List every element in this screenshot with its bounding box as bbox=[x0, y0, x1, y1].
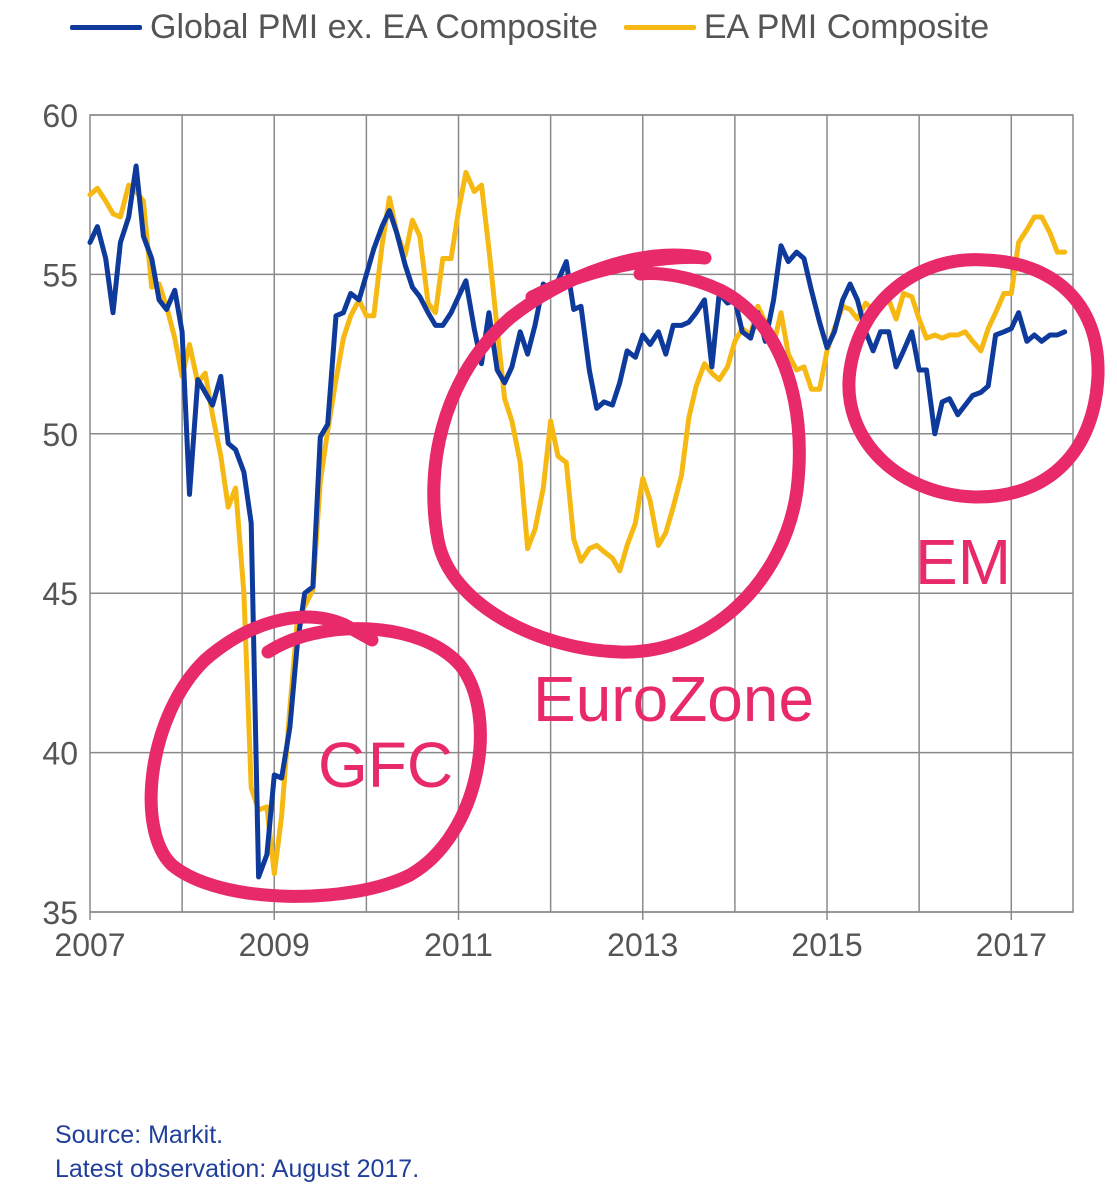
x-tick-label: 2013 bbox=[607, 927, 678, 963]
gfc-label: GFC bbox=[318, 729, 454, 801]
x-tick-label: 2009 bbox=[239, 927, 310, 963]
annotation-circles bbox=[144, 248, 1105, 903]
source-note: Source: Markit. Latest observation: Augu… bbox=[55, 1118, 419, 1186]
em-label: EM bbox=[915, 526, 1011, 598]
series-line-ea-pmi bbox=[87, 169, 1068, 877]
y-tick-label: 45 bbox=[42, 576, 78, 612]
data-series bbox=[87, 163, 1068, 880]
x-tick-label: 2011 bbox=[424, 927, 493, 963]
eurozone-label: EuroZone bbox=[533, 663, 815, 735]
y-tick-label: 35 bbox=[42, 895, 78, 931]
y-tick-label: 50 bbox=[42, 417, 78, 453]
legend-swatch-global-pmi bbox=[70, 25, 142, 30]
gfc-circle-annotation bbox=[144, 610, 487, 903]
axes: 35 40 45 50 55 60 2007 2009 2011 2013 2015 2017 bbox=[42, 98, 1046, 963]
x-tick-label: 2007 bbox=[54, 927, 125, 963]
legend-label-global-pmi: Global PMI ex. EA Composite bbox=[150, 8, 598, 46]
legend-label-ea-pmi: EA PMI Composite bbox=[703, 8, 990, 46]
x-tick-label: 2015 bbox=[791, 927, 862, 963]
legend-swatch-ea-pmi bbox=[623, 25, 696, 30]
x-tick-label: 2017 bbox=[976, 927, 1047, 963]
chart-legend: Global PMI ex. EA Composite EA PMI Compo… bbox=[70, 8, 989, 47]
series-line-global-pmi bbox=[87, 163, 1068, 880]
em-circle-annotation bbox=[842, 253, 1105, 504]
eurozone-circle-annotation bbox=[427, 248, 806, 659]
latest-observation-line: Latest observation: August 2017. bbox=[55, 1155, 420, 1183]
chart-plot: 35 40 45 50 55 60 2007 2009 2011 2013 2015 2017 bbox=[42, 98, 1105, 963]
y-tick-label: 55 bbox=[42, 257, 78, 293]
source-line: Source: Markit. bbox=[55, 1121, 224, 1149]
y-tick-label: 40 bbox=[42, 736, 78, 772]
legend-item-ea-pmi: EA PMI Composite bbox=[623, 8, 990, 47]
legend-item-global-pmi: Global PMI ex. EA Composite bbox=[70, 8, 598, 47]
y-tick-label: 60 bbox=[42, 98, 78, 134]
